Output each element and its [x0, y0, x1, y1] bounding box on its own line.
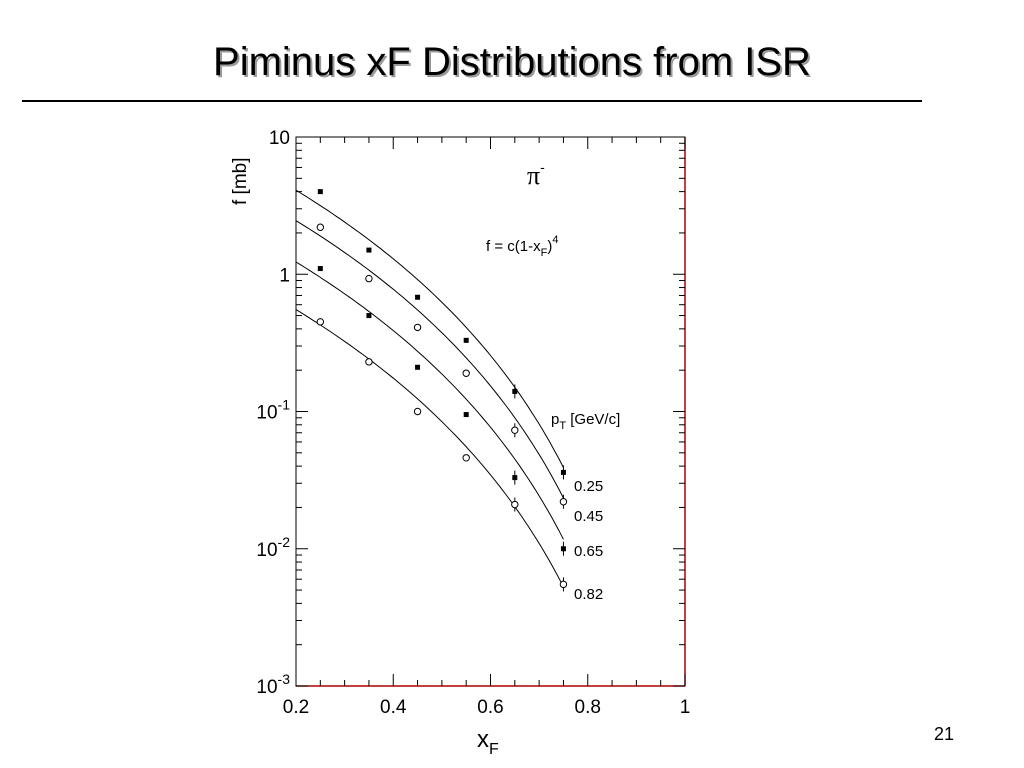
data-point [511, 500, 519, 509]
y-tick-label: 1 [279, 265, 290, 286]
data-points [316, 189, 568, 592]
series-label: 0.82 [574, 586, 603, 603]
axis-ticks [295, 137, 686, 687]
fit-formula: f = c(1-xF)4 [486, 234, 558, 259]
data-point [317, 189, 323, 195]
data-point [366, 313, 372, 319]
series-labels: 0.25 0.45 0.65 0.82 [574, 478, 603, 603]
x-axis-label: xF [477, 726, 499, 758]
x-tick-label: 0.2 [283, 697, 309, 718]
data-point [512, 475, 518, 481]
data-point [415, 364, 421, 370]
x-tick-label: 0.6 [477, 697, 503, 718]
y-axis-label: f [mb] [230, 157, 251, 205]
data-point [415, 294, 421, 300]
fit-curve [295, 261, 564, 540]
plot-frame [295, 136, 686, 687]
data-point [366, 247, 372, 253]
fit-curve [295, 220, 564, 499]
title-divider [22, 100, 922, 102]
data-point [560, 469, 566, 475]
data-point [413, 323, 422, 332]
slide-title: Piminus xF Distributions from ISR [213, 40, 811, 84]
data-point [365, 274, 373, 283]
particle-label: π- [527, 159, 545, 190]
x-tick-labels: 0.2 0.4 0.6 0.8 1 [283, 697, 691, 718]
x-tick-label: 1 [680, 697, 691, 718]
pt-header: pT [GeV/c] [551, 411, 620, 432]
data-point [511, 426, 519, 434]
y-tick-label: 10-2 [256, 534, 290, 561]
data-point [462, 369, 470, 377]
data-point [463, 412, 469, 418]
y-tick-label: 10 [269, 128, 290, 149]
y-tick-label: 10-3 [256, 671, 290, 698]
data-point [512, 388, 518, 394]
data-point [413, 407, 422, 416]
fit-curves [295, 189, 564, 588]
data-point [316, 223, 325, 231]
data-point [462, 454, 470, 462]
data-point [365, 358, 373, 366]
data-point [559, 498, 568, 506]
data-point [560, 546, 566, 552]
x-tick-label: 0.4 [380, 697, 407, 718]
x-tick-label: 0.8 [575, 697, 601, 718]
data-point [316, 318, 325, 326]
y-tick-labels: 10-3 10-2 10-1 1 10 [256, 128, 290, 698]
fit-curve [295, 309, 564, 588]
series-label: 0.25 [574, 478, 603, 495]
data-point [559, 580, 568, 589]
slide-number: 21 [934, 724, 955, 744]
fit-curve [295, 189, 564, 468]
y-tick-label: 10-1 [256, 397, 290, 424]
data-point [317, 266, 323, 272]
series-label: 0.65 [574, 543, 603, 560]
data-point [463, 337, 469, 343]
series-label: 0.45 [574, 508, 603, 525]
